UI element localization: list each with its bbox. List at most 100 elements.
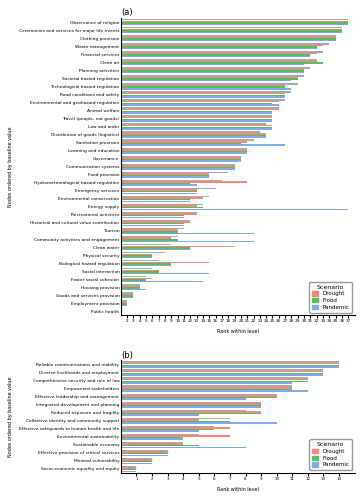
Bar xyxy=(114,286,140,287)
Text: (b): (b) xyxy=(121,350,132,360)
Bar xyxy=(121,445,199,446)
Bar xyxy=(121,366,339,368)
Text: (a): (a) xyxy=(121,8,132,18)
Bar xyxy=(114,133,266,134)
Bar xyxy=(114,94,285,96)
Bar xyxy=(114,110,273,112)
Bar xyxy=(121,468,136,469)
Bar xyxy=(114,132,260,133)
Bar xyxy=(114,101,279,102)
Bar xyxy=(114,118,273,120)
Bar xyxy=(114,150,247,152)
Bar xyxy=(114,214,197,215)
Bar xyxy=(114,108,279,109)
Bar xyxy=(114,67,310,68)
Bar xyxy=(121,364,339,366)
Bar xyxy=(114,70,304,72)
Bar xyxy=(114,46,317,48)
Bar xyxy=(121,446,245,448)
Bar xyxy=(114,100,285,101)
Bar xyxy=(114,38,336,40)
Legend: Drought, Flood, Pandemic: Drought, Flood, Pandemic xyxy=(310,282,352,312)
Bar xyxy=(121,454,168,456)
Bar xyxy=(114,140,253,141)
Bar xyxy=(121,380,308,382)
Bar xyxy=(114,112,273,114)
Bar xyxy=(114,273,209,274)
Bar xyxy=(121,410,245,411)
Bar xyxy=(114,61,317,62)
Bar xyxy=(114,284,140,286)
Bar xyxy=(114,159,241,160)
Bar xyxy=(114,126,273,128)
Bar xyxy=(114,134,266,136)
Bar xyxy=(114,72,304,74)
Bar xyxy=(114,262,209,263)
Bar xyxy=(121,370,323,371)
Bar xyxy=(114,200,190,202)
Bar xyxy=(121,374,323,376)
Bar xyxy=(114,148,247,149)
Bar xyxy=(114,144,285,146)
Bar xyxy=(121,404,261,406)
Bar xyxy=(114,43,329,44)
Bar xyxy=(121,396,277,398)
Bar xyxy=(114,156,241,157)
Bar xyxy=(114,69,304,70)
Bar xyxy=(114,165,234,166)
Bar xyxy=(114,263,171,264)
Bar xyxy=(114,149,247,150)
Bar xyxy=(114,22,348,24)
Bar xyxy=(114,136,266,138)
Bar xyxy=(114,239,178,240)
Bar xyxy=(114,270,159,271)
Bar xyxy=(114,20,348,22)
Bar xyxy=(114,278,152,279)
Bar xyxy=(114,208,348,210)
Bar xyxy=(121,442,183,443)
Bar xyxy=(121,378,308,379)
Bar xyxy=(114,199,190,200)
Bar xyxy=(114,102,273,104)
Bar xyxy=(114,231,178,232)
Bar xyxy=(121,362,339,363)
Bar xyxy=(121,437,183,438)
Bar xyxy=(114,244,171,246)
Bar xyxy=(114,292,134,294)
Bar xyxy=(114,52,317,54)
Bar xyxy=(114,296,134,297)
Bar xyxy=(114,35,336,36)
Bar xyxy=(114,192,197,194)
Bar xyxy=(121,453,168,454)
Bar xyxy=(121,421,230,422)
Bar xyxy=(114,77,298,78)
Bar xyxy=(114,212,197,213)
Bar xyxy=(121,388,292,390)
Bar xyxy=(114,248,190,250)
Bar xyxy=(121,418,230,419)
Bar xyxy=(114,48,317,50)
Bar xyxy=(114,224,184,226)
Bar xyxy=(114,257,152,258)
Bar xyxy=(121,402,261,403)
Bar xyxy=(114,152,247,154)
Bar xyxy=(114,160,241,162)
Bar xyxy=(114,310,121,311)
Bar xyxy=(114,88,291,90)
Bar xyxy=(121,386,292,387)
Bar xyxy=(114,246,234,247)
Bar xyxy=(114,19,348,20)
Bar xyxy=(114,216,184,218)
Bar xyxy=(114,59,317,60)
Bar xyxy=(114,116,273,117)
Bar xyxy=(114,128,273,130)
Bar xyxy=(114,80,291,82)
Bar xyxy=(121,426,214,427)
Bar xyxy=(121,422,277,424)
Bar xyxy=(121,469,136,470)
Bar xyxy=(114,28,342,30)
Bar xyxy=(114,188,216,189)
Bar xyxy=(114,183,190,184)
Bar xyxy=(121,462,152,464)
Bar xyxy=(121,387,292,388)
